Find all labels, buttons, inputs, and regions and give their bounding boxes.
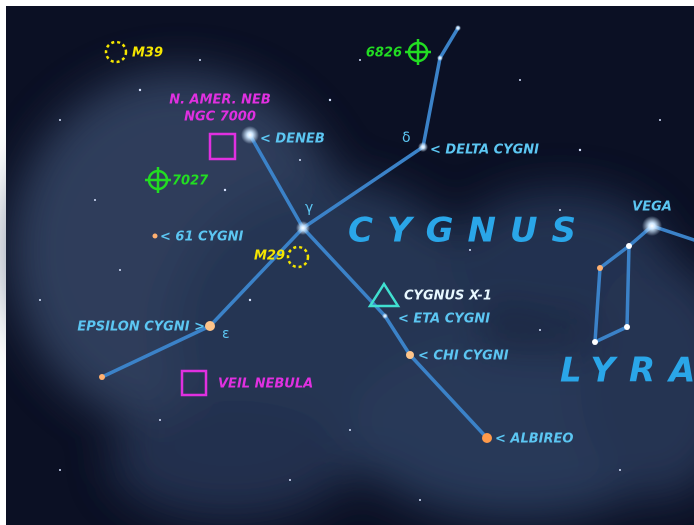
star-map: CYGNUS LYRA < DENEB < DELTA CYGNI < 61 C…	[0, 0, 694, 525]
object-label: NGC 7000	[184, 110, 256, 125]
star-label: EPSILON CYGNI >	[77, 320, 205, 335]
greek-letter: δ	[402, 130, 411, 146]
greek-letter: γ	[305, 200, 313, 216]
object-label: VEIL NEBULA	[218, 377, 313, 392]
greek-letter: ε	[222, 326, 230, 342]
star-label: VEGA	[632, 200, 672, 215]
object-label: 7027	[172, 174, 209, 189]
object-label: N. AMER. NEB	[169, 93, 271, 108]
object-label: 6826	[366, 46, 402, 61]
star-label: < DELTA CYGNI	[430, 143, 539, 158]
star-label: < DENEB	[260, 132, 325, 147]
object-label: M29	[254, 249, 285, 264]
star-label: < ALBIREO	[495, 432, 573, 447]
constellation-label: CYGNUS	[348, 211, 590, 251]
star-label: < 61 CYGNI	[160, 230, 244, 245]
star-label: < ETA CYGNI	[398, 312, 490, 327]
object-label: M39	[132, 46, 163, 61]
object-label: CYGNUS X-1	[404, 289, 492, 304]
star-label: < CHI CYGNI	[418, 349, 509, 364]
constellation-label: LYRA	[560, 351, 694, 391]
